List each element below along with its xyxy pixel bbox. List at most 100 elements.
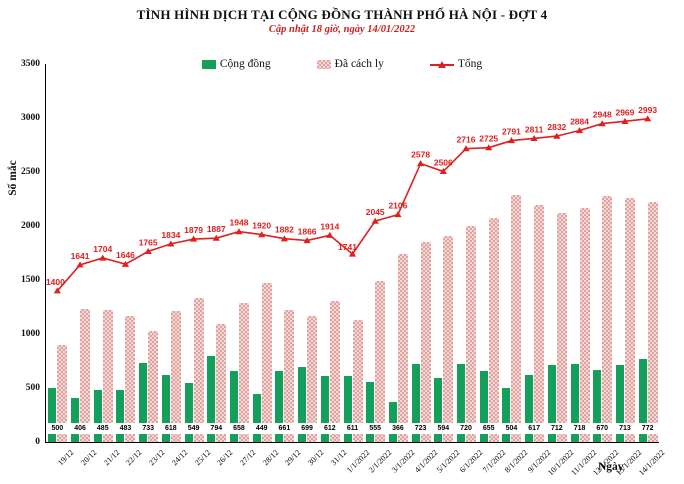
community-value-label: 794: [205, 423, 227, 434]
bar-isolated: [261, 283, 272, 442]
community-value-label: 549: [183, 423, 205, 434]
bar-isolated: [624, 198, 635, 442]
community-swatch-icon: [201, 59, 216, 69]
community-value-label: 618: [160, 423, 182, 434]
community-value-label: 658: [228, 423, 250, 434]
plot-area: 1400 1641 1704 1646 1765 1834 1879 1887 1948 1920…: [45, 64, 666, 477]
total-value-label: 1834: [161, 230, 180, 240]
community-value-label: 449: [251, 423, 273, 434]
bar-community: [366, 382, 375, 442]
total-value-label: 2811: [525, 124, 544, 134]
total-point-marker: [575, 127, 584, 134]
total-value-label: 2948: [593, 110, 612, 120]
total-value-label: 2791: [502, 127, 521, 137]
bar-isolated: [170, 310, 181, 442]
community-value-label: 661: [273, 423, 295, 434]
bar-community: [434, 377, 443, 442]
bar-community: [48, 388, 57, 442]
community-value-label: 699: [296, 423, 318, 434]
bar-isolated: [57, 344, 68, 442]
bar-community: [343, 376, 352, 442]
bar-isolated: [602, 195, 613, 442]
y-axis-title: Số mắc: [7, 160, 19, 196]
legend-item-community: Cộng đồng: [201, 58, 271, 70]
bar-isolated: [307, 315, 318, 442]
bar-isolated: [102, 310, 113, 442]
y-tick-label: 1000: [21, 328, 40, 339]
x-axis-title: Ngày: [598, 461, 624, 473]
community-value-label: 772: [637, 423, 659, 434]
total-point-marker: [144, 247, 152, 254]
legend-item-isolated: Đã cách ly: [316, 58, 384, 70]
community-value-label: 504: [500, 423, 522, 434]
chart-legend: Cộng đồng Đã cách ly Tổng: [0, 58, 684, 70]
bar-community: [457, 364, 466, 442]
total-point-marker: [167, 240, 175, 247]
total-value-label: 2993: [638, 105, 657, 115]
community-value-label: 655: [478, 423, 500, 434]
total-point-marker: [348, 250, 357, 257]
community-value-label: 483: [114, 423, 136, 434]
bar-isolated: [397, 254, 408, 442]
bar-community: [229, 370, 238, 442]
total-value-label: 2725: [479, 134, 498, 144]
chart-title: TÌNH HÌNH DỊCH TẠI CỘNG ĐỒNG THÀNH PHỐ H…: [136, 7, 548, 22]
total-point-marker: [598, 120, 606, 127]
total-value-label: 1741: [338, 242, 357, 252]
legend-label-total: Tổng: [457, 58, 483, 70]
total-point-marker: [371, 217, 379, 224]
bar-isolated: [579, 208, 590, 442]
bar-isolated: [420, 241, 431, 442]
total-value-label: 2106: [388, 201, 407, 211]
community-value-label: 555: [364, 423, 386, 434]
community-value-label: 718: [569, 423, 591, 434]
community-value-label: 611: [342, 423, 363, 434]
bar-isolated: [193, 298, 204, 442]
total-value-label: 1400: [46, 277, 65, 287]
total-value-label: 2716: [457, 135, 476, 145]
y-tick-label: 0: [35, 436, 40, 447]
legend-item-total: Tổng: [429, 58, 483, 70]
community-value-label: 406: [69, 423, 91, 434]
bar-isolated: [556, 213, 567, 442]
total-point-marker: [530, 135, 538, 142]
community-value-label: 723: [410, 423, 432, 434]
total-point-marker: [439, 167, 447, 174]
bar-isolated: [125, 316, 136, 442]
total-value-label: 1948: [230, 218, 249, 228]
total-point-marker: [235, 228, 243, 235]
total-point-marker: [121, 260, 130, 267]
total-point-marker: [212, 234, 220, 241]
total-value-label: 1914: [320, 221, 339, 231]
bar-community: [207, 356, 216, 442]
bar-community: [275, 370, 284, 442]
total-value-label: 1704: [93, 244, 112, 254]
bar-isolated: [284, 310, 295, 442]
community-value-label: 594: [432, 423, 454, 434]
total-value-label: 1765: [139, 237, 158, 247]
bar-community: [161, 375, 170, 442]
total-value-label: 2884: [570, 117, 589, 127]
bar-community: [184, 382, 193, 442]
total-point-marker: [258, 231, 266, 238]
bar-isolated: [80, 308, 91, 442]
bar-isolated: [352, 319, 363, 442]
total-point-marker: [99, 254, 107, 261]
total-line-marker-icon: [429, 60, 454, 69]
bar-community: [116, 389, 125, 442]
total-value-label: 2045: [366, 207, 385, 217]
y-tick-label: 500: [25, 382, 40, 393]
total-value-label: 1920: [252, 221, 271, 231]
total-value-label: 1882: [275, 225, 294, 235]
bar-community: [615, 365, 624, 442]
legend-label-community: Cộng đồng: [219, 58, 271, 70]
community-value-label: 485: [92, 423, 114, 434]
chart-subtitle: Cập nhật 18 giờ, ngày 14/01/2022: [268, 24, 416, 35]
total-value-label: 2506: [434, 157, 453, 167]
bar-isolated: [375, 281, 386, 442]
bar-isolated: [511, 195, 522, 442]
total-point-marker: [507, 137, 516, 144]
community-value-label: 712: [546, 423, 568, 434]
y-tick-label: 3500: [21, 58, 40, 69]
